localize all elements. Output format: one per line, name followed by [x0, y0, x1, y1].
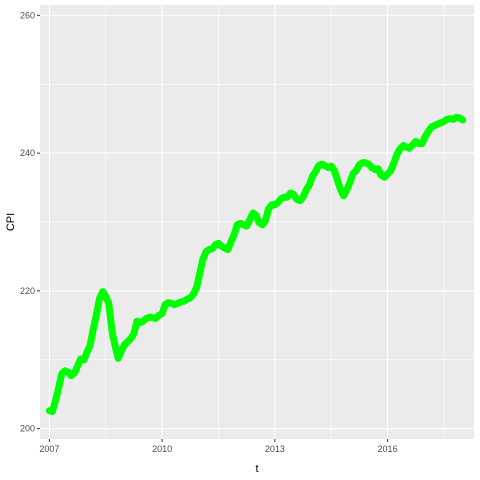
y-axis: 200 220 240 260: [20, 10, 40, 434]
y-tick-label: 240: [20, 148, 35, 158]
x-axis: 2007 2010 2013 2016: [39, 439, 398, 454]
x-tick-label: 2007: [39, 444, 59, 454]
y-tick-label: 260: [20, 10, 35, 20]
y-axis-title: CPI: [5, 213, 17, 231]
x-tick-label: 2016: [378, 444, 398, 454]
y-tick-label: 200: [20, 424, 35, 434]
cpi-series-line: [45, 113, 467, 415]
x-tick-label: 2013: [265, 444, 285, 454]
series-layer: [45, 113, 467, 415]
y-tick-label: 220: [20, 286, 35, 296]
grid-major: [40, 5, 474, 439]
x-axis-title: t: [255, 463, 258, 475]
x-tick-label: 2010: [152, 444, 172, 454]
